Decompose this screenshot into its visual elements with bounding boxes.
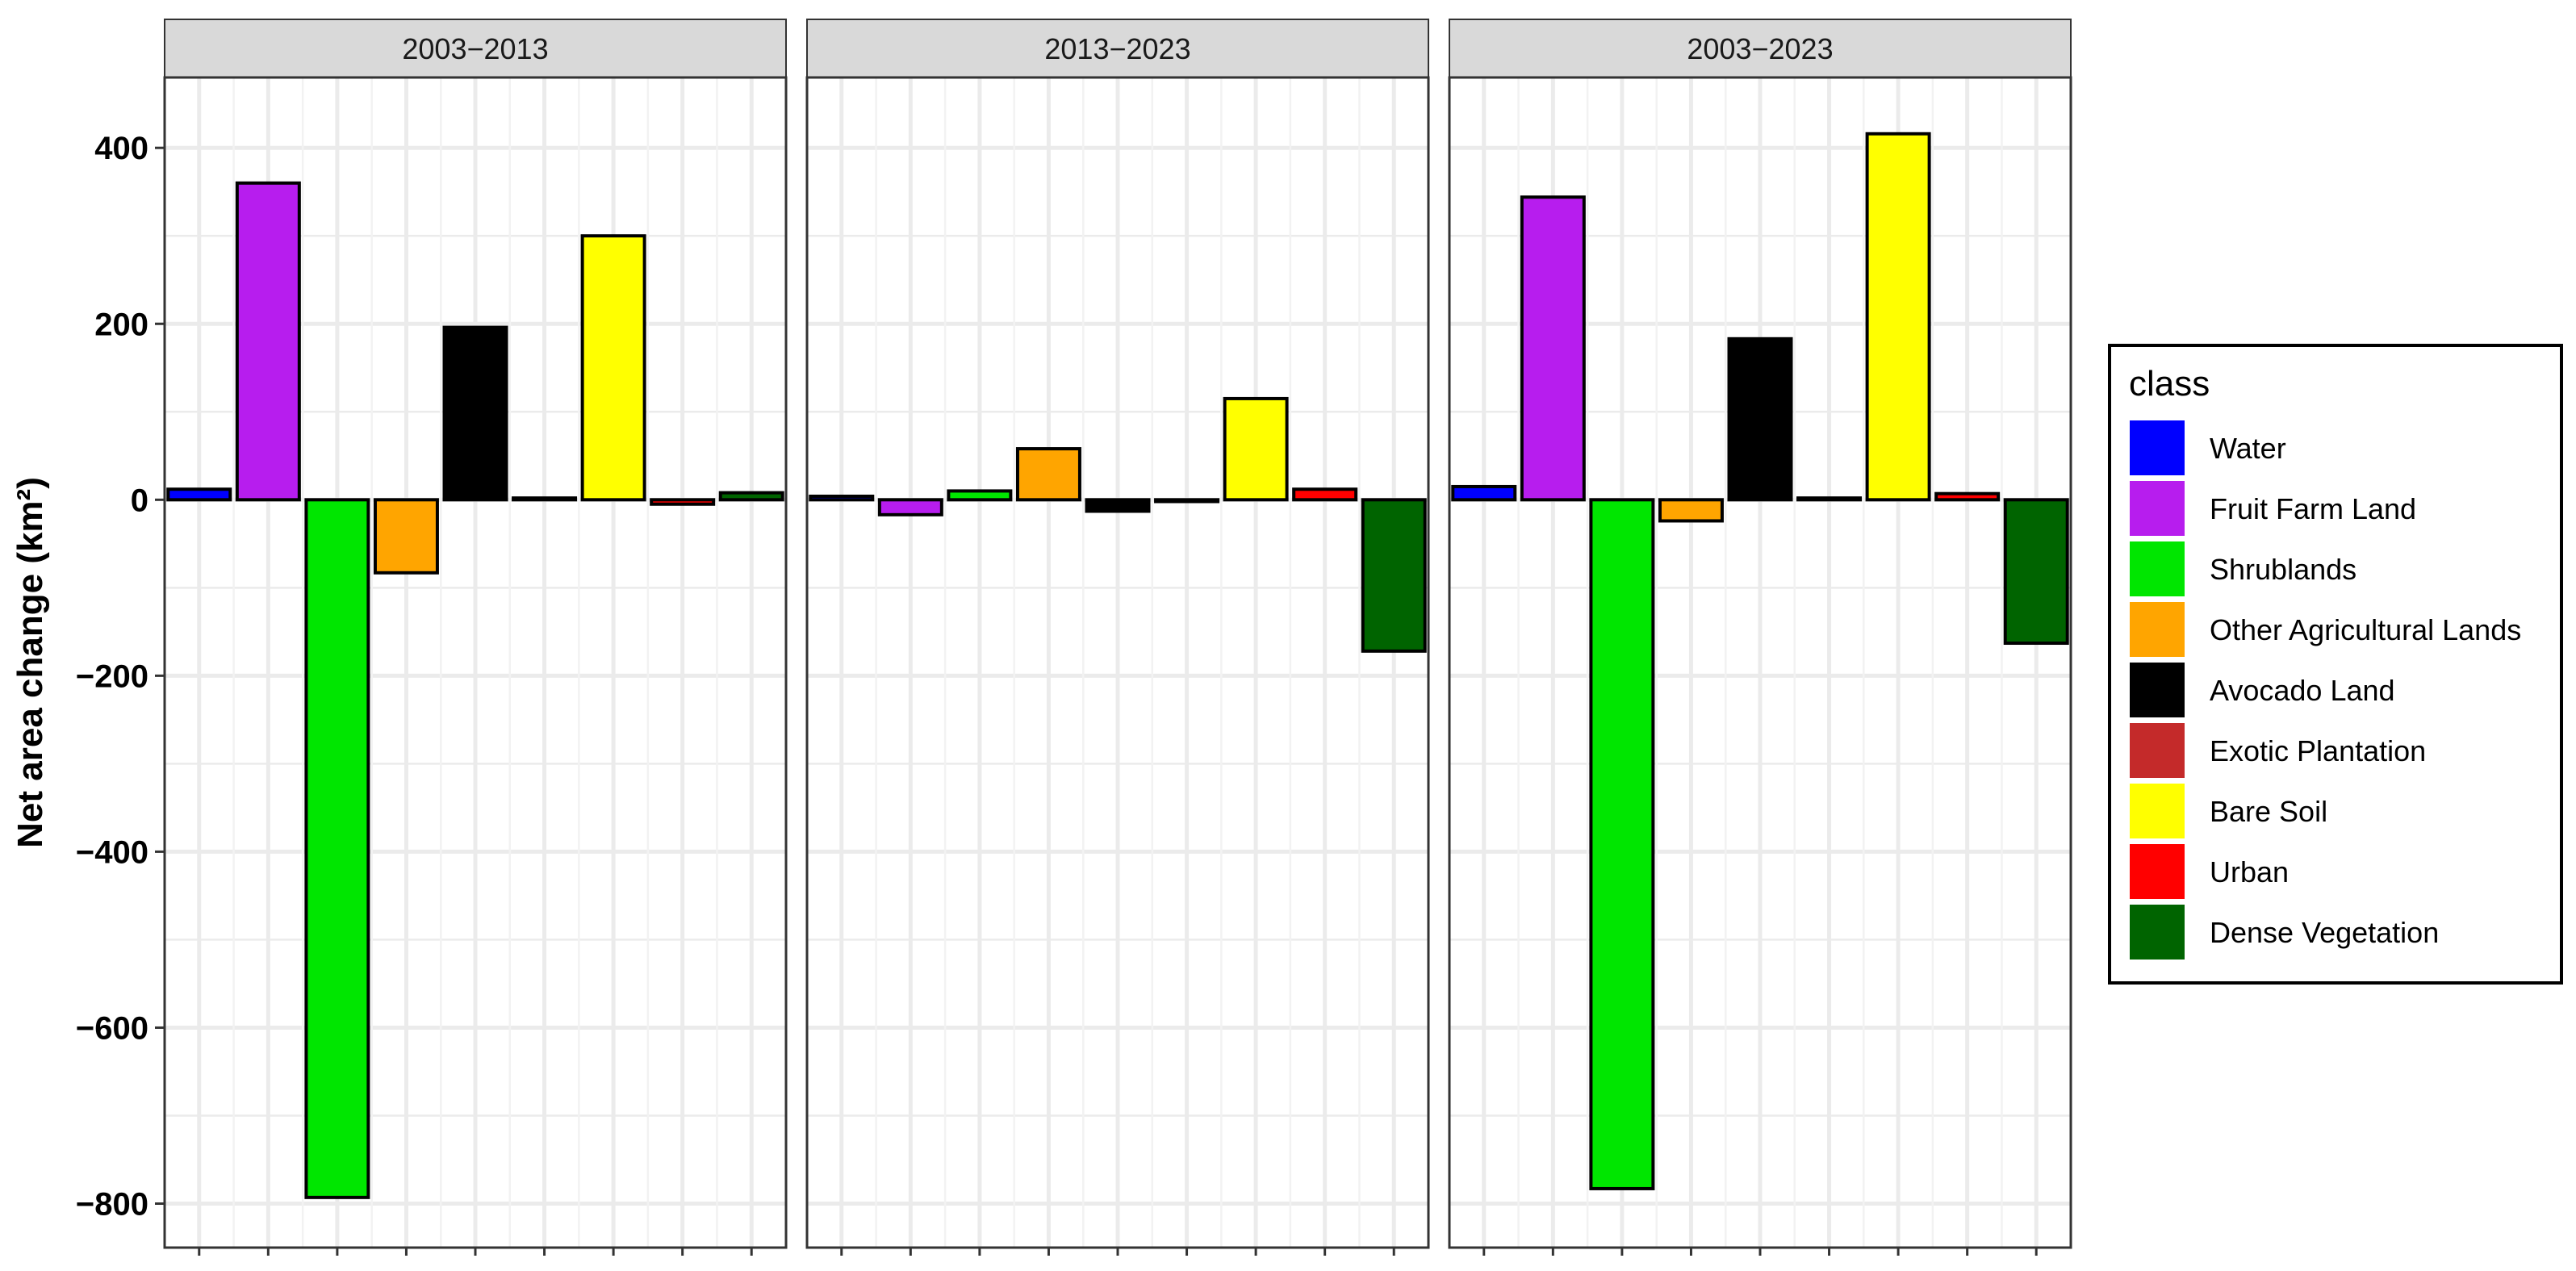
- panel-border: [805, 76, 1430, 1249]
- bar-1-8: [650, 498, 716, 506]
- panel-strip: [1449, 19, 2072, 78]
- bar-3-9: [2003, 498, 2069, 646]
- bar-1-6: [512, 496, 578, 502]
- y-tick-label: 0: [131, 483, 148, 518]
- legend-label-1: Water: [2210, 432, 2286, 465]
- bar-3-3: [1589, 498, 1655, 1190]
- y-tick-label: 200: [94, 307, 148, 342]
- legend-key-5: [2128, 661, 2186, 719]
- legend-label-4: Other Agricultural Lands: [2210, 613, 2521, 646]
- bar-2-7: [1223, 396, 1289, 502]
- bar-2-4: [1015, 447, 1081, 502]
- y-tick-label: −400: [76, 834, 148, 870]
- bar-1-3: [304, 498, 370, 1199]
- bar-1-5: [442, 325, 508, 502]
- legend-key-9: [2128, 903, 2186, 961]
- y-tick-label: −800: [76, 1186, 148, 1222]
- bar-1-1: [166, 487, 232, 502]
- legend-key-1: [2128, 419, 2186, 477]
- bar-1-9: [718, 491, 784, 502]
- panel-border: [163, 76, 788, 1249]
- bar-3-5: [1727, 337, 1793, 502]
- panel-border: [1448, 76, 2072, 1249]
- legend-key-3: [2128, 540, 2186, 598]
- bar-2-3: [947, 489, 1013, 502]
- bar-2-8: [1292, 487, 1358, 502]
- bar-2-6: [1154, 498, 1220, 504]
- bar-3-4: [1658, 498, 1724, 523]
- panel-strip: [806, 19, 1429, 78]
- panel-title: 2003−2023: [1687, 32, 1833, 65]
- legend-key-8: [2128, 842, 2186, 901]
- legend-key-4: [2128, 600, 2186, 658]
- y-axis-label: Net area change (km²): [10, 477, 50, 848]
- bar-3-7: [1865, 132, 1931, 502]
- legend-label-2: Fruit Farm Land: [2210, 492, 2416, 525]
- y-tick-label: 400: [94, 131, 148, 166]
- bar-3-2: [1520, 195, 1586, 502]
- bar-2-2: [877, 498, 943, 516]
- bar-2-5: [1085, 498, 1151, 513]
- bar-2-1: [809, 494, 875, 502]
- legend-label-6: Exotic Plantation: [2210, 734, 2426, 767]
- panel-title: 2003−2013: [402, 32, 548, 65]
- legend-key-7: [2128, 782, 2186, 840]
- legend-label-3: Shrublands: [2210, 553, 2356, 586]
- bar-3-1: [1451, 484, 1517, 502]
- legend-label-7: Bare Soil: [2210, 795, 2327, 828]
- panel-title: 2013−2023: [1044, 32, 1190, 65]
- bar-3-8: [1934, 491, 2001, 502]
- y-tick-label: −200: [76, 658, 148, 694]
- y-tick-label: −600: [76, 1010, 148, 1046]
- legend-label-8: Urban: [2210, 855, 2289, 888]
- bar-1-2: [235, 181, 301, 502]
- legend-label-9: Dense Vegetation: [2210, 916, 2439, 949]
- legend-title: class: [2129, 364, 2210, 403]
- bar-2-9: [1361, 498, 1427, 653]
- bar-1-4: [373, 498, 439, 575]
- legend-label-5: Avocado Land: [2210, 674, 2395, 707]
- legend-key-6: [2128, 721, 2186, 780]
- bar-3-6: [1796, 496, 1863, 502]
- bar-1-7: [580, 234, 646, 502]
- legend-key-2: [2128, 479, 2186, 537]
